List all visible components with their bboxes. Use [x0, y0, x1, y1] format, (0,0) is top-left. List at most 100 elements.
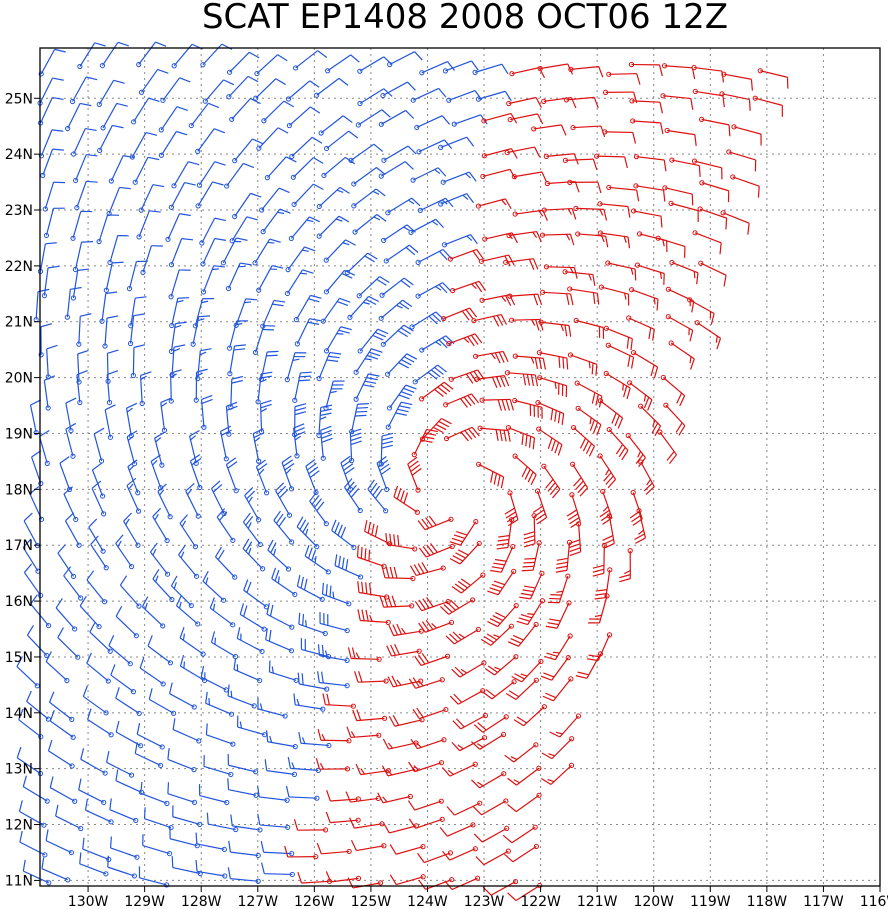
- wind-barb: [202, 570, 227, 603]
- wind-barb: [346, 726, 382, 739]
- wind-barb: [513, 704, 547, 727]
- wind-barb: [408, 677, 445, 689]
- wind-barb: [285, 785, 320, 801]
- wind-barb: [449, 688, 486, 705]
- wind-barb: [473, 825, 510, 843]
- wind-barb: [630, 208, 663, 228]
- wind-barb: [102, 315, 119, 349]
- wind-barb: [378, 161, 414, 179]
- wind-barb: [414, 597, 451, 612]
- wind-barb: [206, 812, 239, 833]
- y-tick-label: 23N: [5, 203, 33, 219]
- wind-barb: [127, 313, 145, 347]
- wind-barb: [473, 714, 509, 733]
- wind-barb: [233, 298, 258, 328]
- wind-barb: [256, 127, 289, 151]
- wind-barb: [86, 652, 111, 684]
- y-tick-label: 19N: [5, 426, 33, 442]
- wind-barb: [220, 425, 232, 462]
- wind-barb: [537, 63, 574, 75]
- wind-barb: [418, 877, 455, 890]
- wind-barb: [699, 180, 730, 203]
- wind-barb: [200, 665, 229, 693]
- wind-barb: [229, 97, 261, 122]
- wind-barb: [139, 371, 152, 407]
- wind-barb: [293, 693, 326, 712]
- chart-title: SCAT EP1408 2008 OCT06 12Z: [202, 0, 728, 37]
- wind-barb: [257, 813, 291, 830]
- wind-barb: [131, 97, 160, 125]
- wind-barb: [97, 124, 124, 154]
- x-tick-label: 117W: [803, 894, 844, 909]
- wind-barb: [196, 161, 226, 188]
- wind-barb: [288, 216, 320, 242]
- wind-barb: [349, 428, 362, 464]
- wind-barb: [255, 371, 273, 405]
- wind-barb: [380, 324, 414, 347]
- wind-barb: [225, 401, 238, 437]
- wind-barb: [638, 459, 655, 495]
- wind-barb: [157, 483, 173, 520]
- wind-barb: [179, 627, 206, 657]
- wind-barb: [364, 520, 393, 547]
- wind-barb: [633, 154, 667, 172]
- wind-barb: [293, 294, 322, 323]
- wind-barb: [630, 350, 659, 379]
- wind-barb: [419, 335, 455, 353]
- wind-barb: [629, 287, 659, 311]
- wind-barb: [140, 781, 170, 806]
- wind-barb: [109, 836, 140, 860]
- wind-barb: [731, 124, 762, 146]
- wind-barb: [475, 198, 512, 210]
- wind-barb: [636, 231, 668, 253]
- wind-barb: [347, 295, 380, 320]
- wind-barb: [415, 248, 452, 265]
- wind-barb: [317, 644, 350, 664]
- wind-barb: [509, 317, 544, 331]
- wind-barb: [566, 492, 581, 529]
- y-tick-label: 11N: [5, 873, 33, 889]
- wind-barb: [70, 268, 90, 301]
- wind-barb: [664, 127, 697, 147]
- wind-barb: [471, 313, 508, 327]
- wind-barb: [451, 660, 487, 678]
- wind-barb: [188, 429, 200, 466]
- wind-barb: [412, 706, 449, 720]
- wind-barb: [49, 776, 78, 804]
- wind-barb: [477, 425, 511, 442]
- wind-barb: [227, 778, 259, 798]
- wind-barb: [195, 860, 228, 879]
- wind-barb: [172, 718, 202, 744]
- wind-barb: [451, 114, 488, 127]
- wind-barb: [694, 320, 722, 350]
- wind-barb: [349, 403, 369, 435]
- wind-barb: [106, 370, 119, 406]
- wind-barb: [261, 100, 295, 124]
- wind-barb: [260, 841, 295, 857]
- wind-barb: [719, 91, 751, 111]
- wind-barb: [573, 205, 608, 221]
- wind-barb: [70, 210, 93, 241]
- wind-barb: [357, 328, 389, 354]
- wind-barb: [45, 344, 58, 380]
- wind-barb: [540, 289, 574, 306]
- wind-barb: [575, 651, 604, 679]
- wind-barb: [410, 737, 447, 750]
- x-tick-label: 127W: [237, 894, 278, 909]
- wind-barb: [417, 850, 454, 864]
- wind-barb: [438, 193, 475, 207]
- wind-barb: [43, 375, 56, 411]
- y-tick-label: 17N: [5, 538, 33, 554]
- wind-barb: [115, 720, 144, 749]
- wind-barb: [355, 109, 391, 128]
- wind-barb: [260, 299, 286, 329]
- wind-barb: [562, 157, 598, 171]
- wind-barb: [243, 579, 269, 610]
- wind-barb: [43, 207, 65, 239]
- wind-barb: [119, 575, 142, 609]
- wind-barb: [597, 453, 617, 489]
- wind-barb: [516, 598, 546, 626]
- wind-barb: [660, 374, 686, 407]
- y-tick-label: 14N: [5, 706, 33, 722]
